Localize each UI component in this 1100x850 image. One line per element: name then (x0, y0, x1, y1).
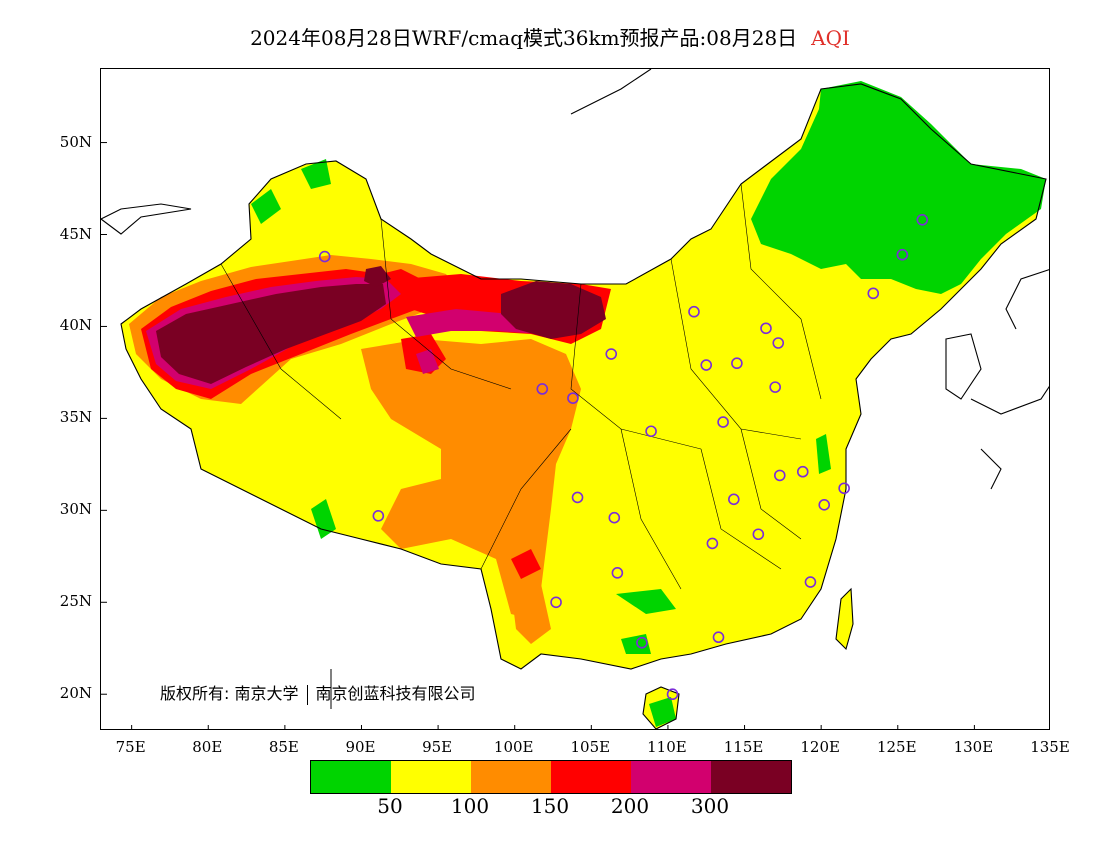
station-marker (666, 688, 679, 701)
aqi-zone-unhealthy-south (511, 549, 541, 579)
station-marker (688, 305, 700, 318)
station-marker (717, 416, 729, 428)
station-marker (636, 636, 648, 649)
variable-label: AQI (811, 26, 850, 50)
korea-coast (945, 333, 982, 400)
aqi-zone-good-north-xj (251, 189, 281, 224)
aqi-zone-good-south-b (621, 634, 651, 654)
green-zones (251, 81, 1046, 727)
aqi-map (101, 69, 1049, 729)
legend-swatch-0 (311, 761, 391, 793)
lon-label-85E: 85E (268, 738, 299, 756)
station-marker (769, 381, 781, 393)
station-marker (550, 596, 562, 609)
station-marker (867, 287, 880, 300)
legend-value-150: 150 (530, 794, 570, 818)
lon-label-125E: 125E (876, 738, 917, 756)
station-marker (712, 631, 725, 644)
legend-swatch-2 (471, 761, 551, 793)
lon-label-130E: 130E (953, 738, 994, 756)
legend-swatch-1 (391, 761, 471, 793)
legend-value-50: 50 (377, 794, 403, 818)
lat-label-40N: 40N (59, 316, 92, 335)
station-marker (818, 499, 831, 511)
station-marker (838, 482, 850, 495)
copyright-separator (306, 684, 308, 705)
lon-label-110E: 110E (647, 738, 687, 756)
lon-label-90E: 90E (345, 738, 376, 756)
station-marker (611, 567, 624, 579)
lon-label-105E: 105E (570, 738, 611, 756)
station-marker (752, 528, 765, 541)
station-marker (645, 425, 657, 438)
lon-label-80E: 80E (192, 738, 223, 756)
station-marker (372, 510, 385, 522)
lon-label-120E: 120E (800, 738, 840, 756)
aqi-zone-moderate-taiwan (836, 589, 853, 649)
lon-label-100E: 100E (493, 738, 534, 756)
aqi-zone-good-altai (301, 159, 331, 189)
station-marker (896, 248, 909, 261)
station-marker (536, 383, 549, 395)
legend-swatch-4 (631, 761, 711, 793)
province-lines (220, 183, 822, 590)
legend-swatch-3 (551, 761, 631, 793)
legend-value-200: 200 (610, 794, 650, 818)
lat-label-25N: 25N (59, 592, 92, 611)
station-marker (731, 357, 743, 370)
station-marker (700, 359, 713, 371)
aqi-zone-hazardous-spot (364, 266, 391, 287)
taiwan-coast (835, 587, 854, 651)
aqi-zone-very-unhealthy-c (416, 349, 439, 374)
hainan-coast (642, 686, 680, 729)
station-marker (608, 511, 621, 524)
copyright-prefix: 版权所有: (160, 684, 230, 703)
station-marker (706, 537, 719, 550)
copyright-org1: 南京大学 (234, 684, 299, 703)
aqi-zone-unhealthy-sensitive-sw (511, 584, 551, 644)
borders (101, 69, 1049, 729)
aqi-zone-good-northeast (751, 81, 1046, 294)
title-text: 2024年08月28日WRF/cmaq模式36km预报产品:08月28日 (250, 26, 798, 50)
aqi-zone-unhealthy-sensitive-central (361, 339, 581, 619)
lat-label-30N: 30N (59, 500, 92, 519)
aqi-legend (310, 760, 792, 794)
station-marker (804, 576, 817, 588)
copyright-org2: 南京创蓝科技有限公司 (315, 684, 476, 703)
lon-label-135E: 135E (1030, 738, 1070, 756)
station-marker (605, 348, 618, 360)
station-marker (916, 213, 929, 226)
lon-label-115E: 115E (723, 738, 764, 756)
station-marker (728, 493, 740, 506)
station-marker (567, 392, 579, 404)
aqi-zone-good-south-a (616, 589, 676, 614)
station-marker (772, 337, 785, 349)
legend-value-300: 300 (690, 794, 730, 818)
lat-label-50N: 50N (59, 132, 92, 151)
station-marker (318, 250, 331, 263)
map-title: 2024年08月28日WRF/cmaq模式36km预报产品:08月28日 AQI (0, 22, 1100, 51)
aqi-zone-good-hainan (649, 697, 676, 727)
stations (318, 213, 929, 701)
lon-label-75E: 75E (115, 738, 146, 756)
station-marker (773, 469, 786, 482)
lat-label-35N: 35N (59, 408, 92, 427)
china-border (120, 83, 1047, 670)
aqi-zone-good-tibet (311, 499, 336, 539)
legend-swatch-5 (711, 761, 791, 793)
japan-coast (970, 269, 1049, 490)
aqi-zone-good-east (816, 434, 831, 474)
map-panel (100, 68, 1050, 730)
station-marker (760, 322, 772, 335)
station-marker (571, 491, 584, 504)
lon-label-95E: 95E (422, 738, 453, 756)
lat-label-20N: 20N (59, 684, 92, 703)
copyright-note: 版权所有: 南京大学 南京创蓝科技有限公司 (160, 680, 476, 705)
russia-coast (101, 69, 652, 235)
legend-value-100: 100 (450, 794, 490, 818)
aqi-zone-hazardous-taklimakan (156, 284, 386, 384)
lat-label-45N: 45N (59, 224, 92, 243)
station-marker (796, 465, 809, 478)
